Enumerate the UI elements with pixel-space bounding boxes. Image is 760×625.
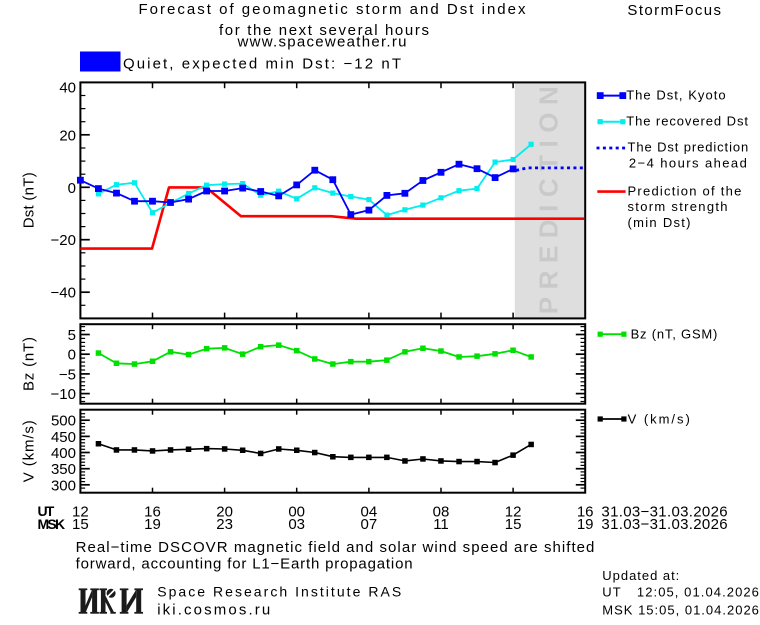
svg-text:350: 350: [51, 461, 76, 478]
svg-text:19: 19: [144, 516, 161, 533]
svg-text:20: 20: [216, 503, 233, 520]
svg-text:Bz (nT): Bz (nT): [20, 337, 37, 391]
svg-text:iki.cosmos.ru: iki.cosmos.ru: [157, 602, 270, 619]
svg-text:500: 500: [51, 413, 76, 430]
svg-text:400: 400: [51, 445, 76, 462]
svg-text:00: 00: [288, 503, 305, 520]
svg-text:15: 15: [72, 516, 89, 533]
svg-text:04: 04: [361, 503, 378, 520]
svg-text:V (km/s): V (km/s): [628, 411, 690, 426]
svg-text:03: 03: [288, 516, 305, 533]
svg-text:The Dst prediction: The Dst prediction: [628, 140, 749, 155]
svg-text:forward, accounting for L1−Ear: forward, accounting for L1−Earth propaga…: [76, 556, 413, 573]
svg-text:(min Dst): (min Dst): [628, 215, 691, 230]
svg-text:Bz (nT, GSM): Bz (nT, GSM): [631, 327, 718, 342]
svg-text:StormFocus: StormFocus: [627, 2, 721, 19]
svg-text:Quiet, expected min Dst: −12 n: Quiet, expected min Dst: −12 nT: [123, 56, 401, 73]
svg-text:MSK 15:05, 01.04.2026: MSK 15:05, 01.04.2026: [602, 602, 759, 617]
svg-text:MSK: MSK: [38, 516, 66, 532]
svg-text:450: 450: [51, 429, 76, 446]
svg-text:16: 16: [577, 503, 594, 520]
svg-text:UT 12:05, 01.04.2026: UT 12:05, 01.04.2026: [602, 585, 759, 600]
svg-text:15: 15: [505, 516, 522, 533]
svg-text:40: 40: [59, 79, 76, 96]
svg-text:storm strength: storm strength: [628, 199, 728, 214]
svg-text:5: 5: [68, 327, 76, 344]
svg-text:19: 19: [577, 516, 594, 533]
svg-text:−40: −40: [51, 285, 76, 302]
svg-text:−10: −10: [51, 386, 76, 403]
svg-text:12: 12: [72, 503, 89, 520]
svg-text:Prediction of the: Prediction of the: [628, 183, 742, 198]
svg-text:Real−time DSCOVR magnetic fiel: Real−time DSCOVR magnetic field and sola…: [76, 539, 595, 556]
svg-text:V (km/s): V (km/s): [20, 420, 37, 482]
svg-text:−20: −20: [51, 232, 76, 249]
svg-text:0: 0: [68, 347, 76, 364]
svg-text:Updated at:: Updated at:: [602, 568, 679, 583]
svg-text:11: 11: [433, 516, 449, 533]
svg-text:Dst (nT): Dst (nT): [20, 172, 37, 228]
svg-text:31.03−31.03.2026: 31.03−31.03.2026: [601, 503, 727, 520]
svg-text:31.03−31.03.2026: 31.03−31.03.2026: [601, 516, 727, 533]
svg-text:www.spaceweather.ru: www.spaceweather.ru: [237, 33, 407, 50]
svg-text:UT: UT: [38, 503, 55, 519]
svg-text:−5: −5: [59, 366, 76, 383]
svg-text:The Dst, Kyoto: The Dst, Kyoto: [626, 87, 725, 102]
svg-text:08: 08: [433, 503, 450, 520]
svg-text:20: 20: [59, 127, 76, 144]
svg-text:07: 07: [361, 516, 378, 533]
svg-text:2−4 hours ahead: 2−4 hours ahead: [629, 155, 747, 170]
svg-text:0: 0: [68, 180, 76, 197]
svg-text:16: 16: [144, 503, 161, 520]
svg-text:Space Research Institute RAS: Space Research Institute RAS: [157, 583, 401, 599]
svg-text:23: 23: [216, 516, 233, 533]
svg-text:300: 300: [51, 477, 76, 494]
svg-text:The recovered Dst: The recovered Dst: [626, 113, 748, 128]
svg-text:12: 12: [505, 503, 522, 520]
